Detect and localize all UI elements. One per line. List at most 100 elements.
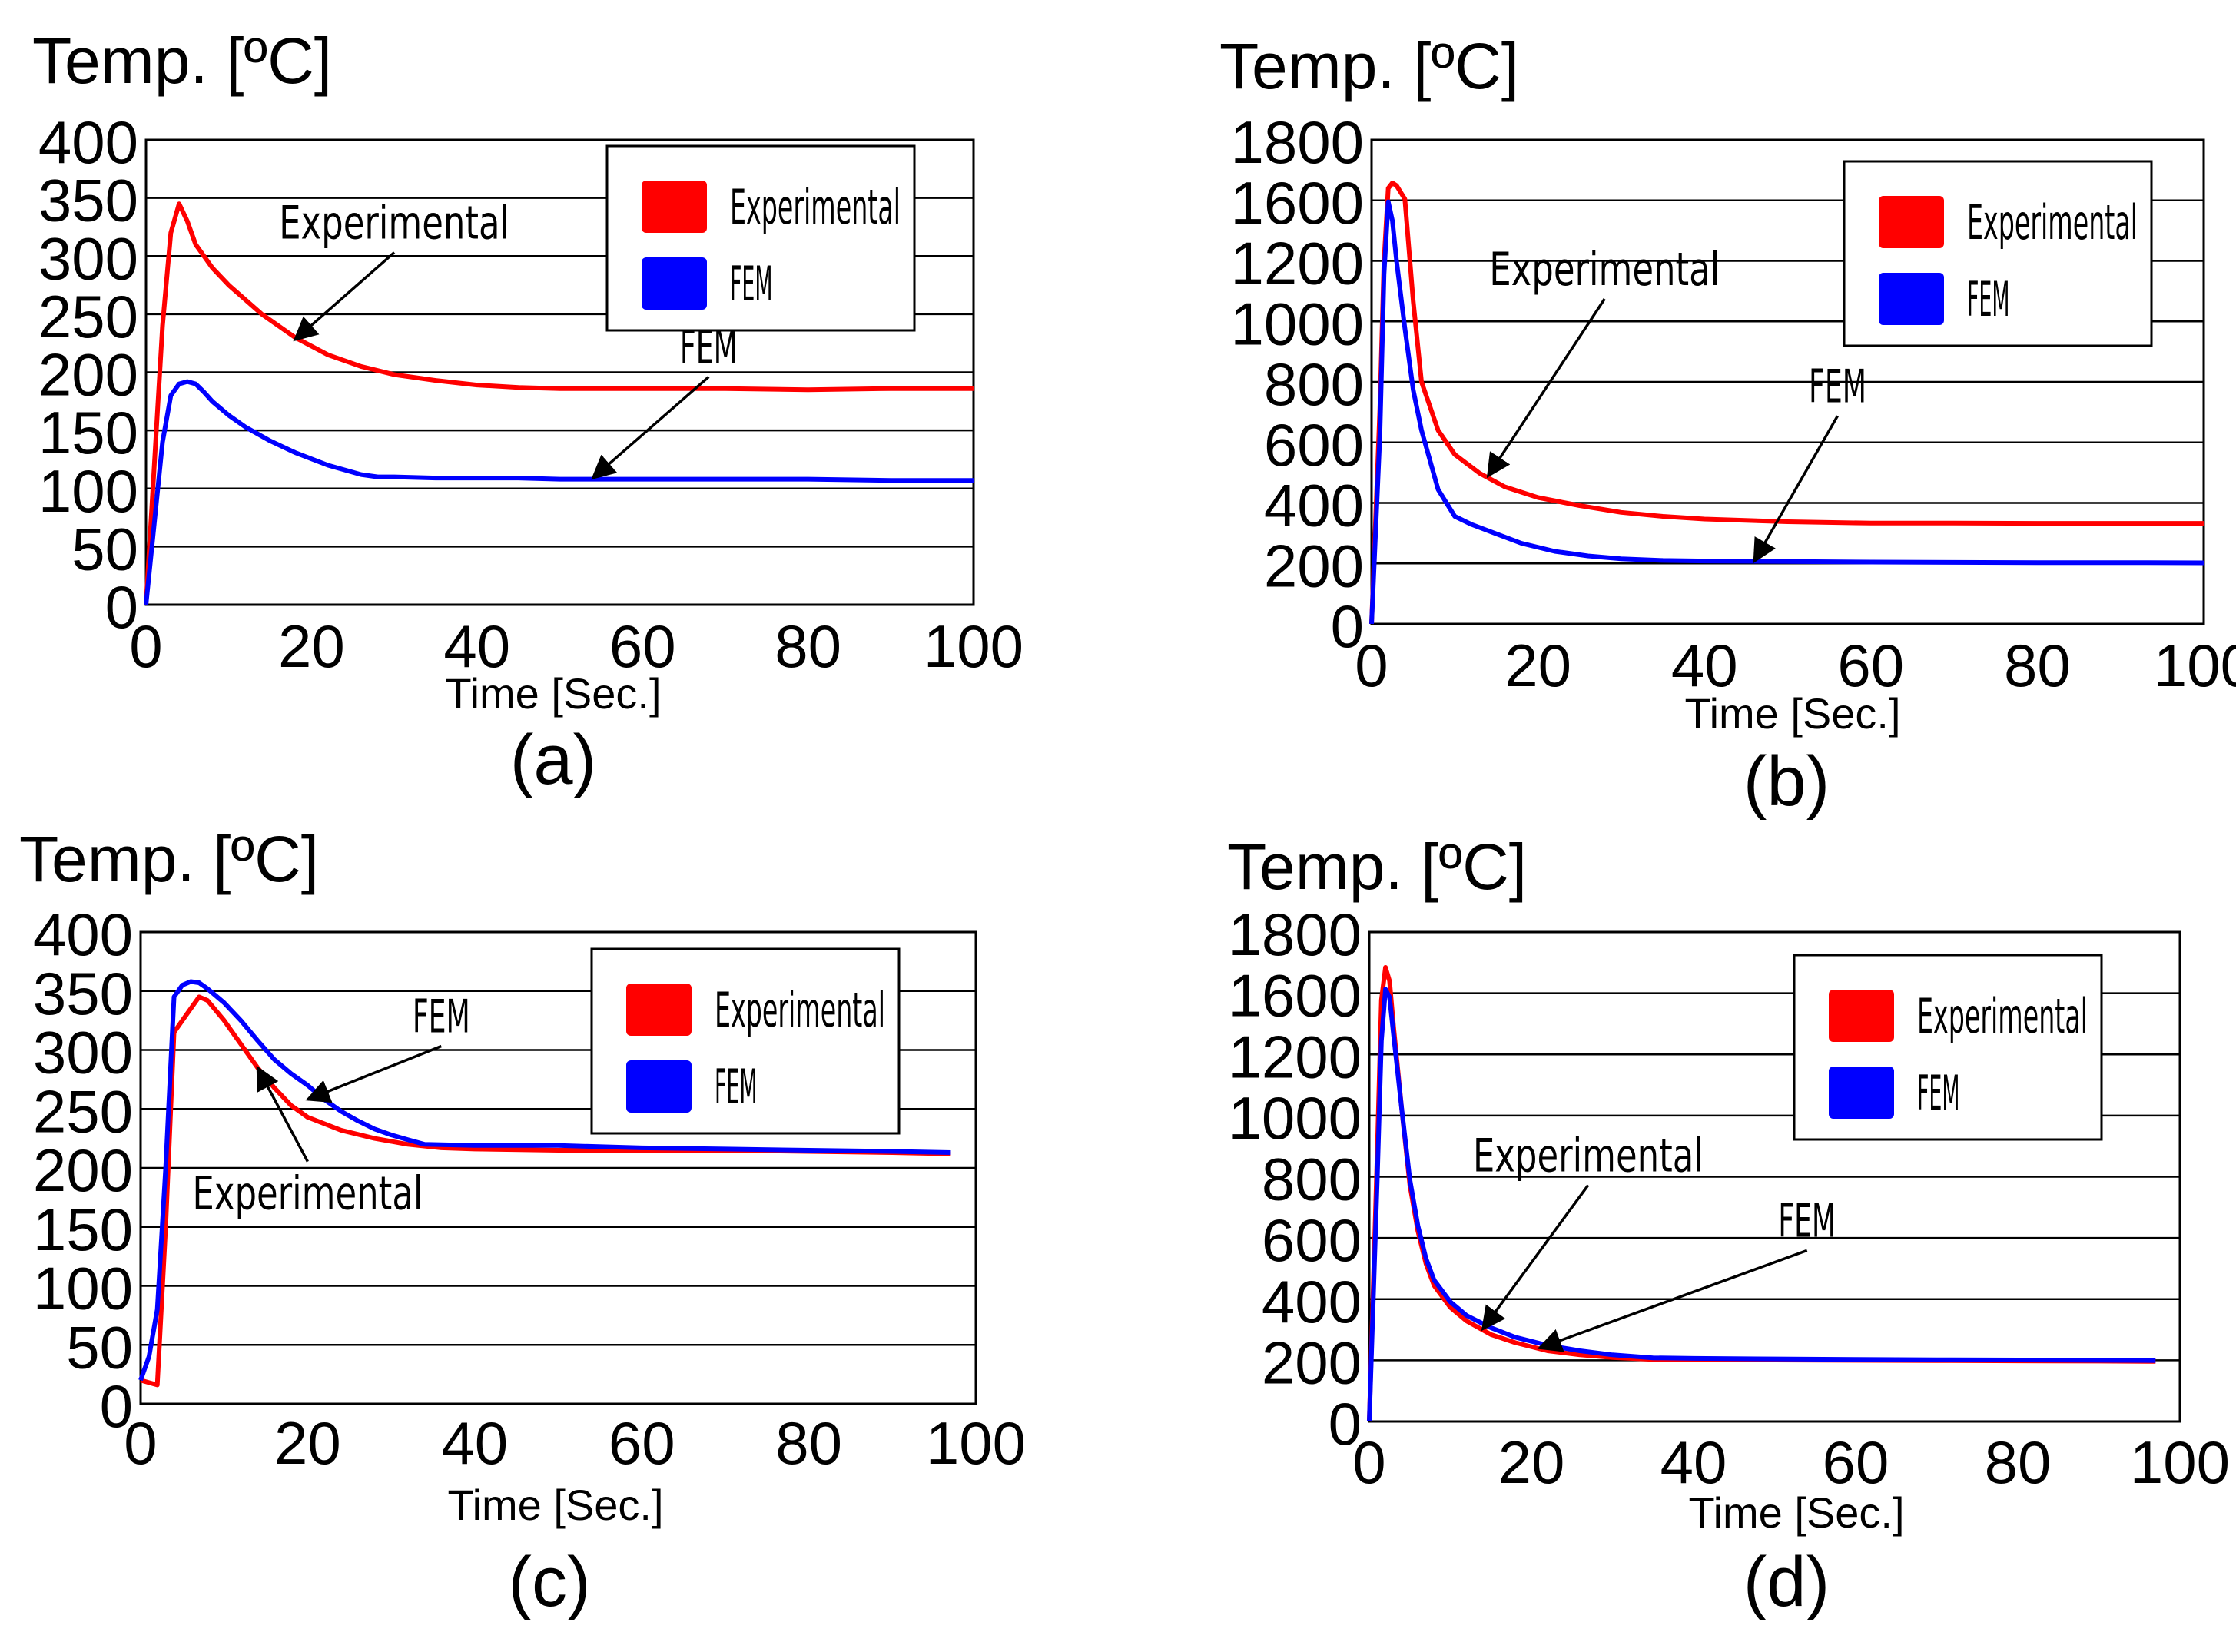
x-tick-label: 20 [278, 612, 345, 680]
y-tick-label: 250 [33, 1077, 133, 1145]
x-tick-label: 100 [2154, 632, 2236, 699]
y-tick-label: 200 [1264, 532, 1364, 599]
y-tick-label: 0 [1331, 592, 1364, 660]
legend-swatch [1879, 273, 1944, 325]
legend-swatch [626, 1060, 692, 1113]
legend-swatch [1829, 1067, 1894, 1119]
y-tick-label: 50 [66, 1313, 133, 1381]
legend-swatch [1829, 990, 1894, 1042]
x-tick-label: 100 [924, 612, 1023, 680]
x-tick-label: 100 [926, 1409, 1026, 1477]
panel-label: (c) [508, 1543, 590, 1621]
y-tick-label: 200 [38, 341, 138, 409]
series-line-fem [144, 379, 974, 605]
y-axis-label: Temp. [ºC] [32, 25, 332, 97]
annotation-arrow [1486, 298, 1606, 479]
x-axis-label: Time [Sec.] [447, 1481, 663, 1529]
legend-label: FEM [1917, 1065, 1960, 1121]
legend: Experimental FEM [590, 947, 901, 1135]
y-tick-label: 800 [1264, 350, 1364, 418]
annotation-label: Experimental [192, 1167, 423, 1221]
x-tick-label: 0 [1355, 632, 1388, 699]
legend-swatch [642, 257, 707, 310]
annotation-arrow [1753, 415, 1839, 564]
annotation-arrow [305, 1044, 442, 1103]
series-fem [1369, 199, 2204, 625]
x-tick-label: 40 [443, 612, 510, 680]
y-tick-label: 400 [33, 901, 133, 968]
y-axis-label: Temp. [ºC] [1227, 831, 1527, 903]
x-tick-label: 80 [2004, 632, 2071, 699]
y-tick-label: 0 [1329, 1390, 1362, 1458]
x-tick-label: 0 [129, 612, 162, 680]
legend-label: Experimental [730, 179, 901, 235]
series-fem [1367, 987, 2156, 1422]
annotation-label: FEM [413, 990, 470, 1043]
y-tick-label: 1000 [1228, 1084, 1362, 1152]
x-tick-label: 40 [1660, 1428, 1727, 1496]
panel-label: (a) [510, 721, 596, 799]
plot-frame [139, 930, 977, 1405]
annotation-label: Experimental [1473, 1129, 1704, 1183]
y-tick-label: 250 [38, 283, 138, 350]
series-line-fem [1367, 987, 2156, 1422]
legend: Experimental FEM [605, 144, 916, 332]
x-tick-label: 80 [1985, 1428, 2052, 1496]
x-tick-label: 20 [1498, 1428, 1565, 1496]
legend-swatch [1879, 196, 1944, 248]
annotation-arrow [256, 1065, 309, 1163]
y-tick-label: 100 [38, 457, 138, 525]
legend-label: Experimental [1917, 988, 2088, 1044]
y-tick-label: 400 [1262, 1268, 1362, 1335]
annotation-arrow [1481, 1184, 1590, 1332]
y-tick-label: 1200 [1228, 1023, 1362, 1090]
y-tick-label: 50 [71, 515, 138, 582]
y-tick-label: 0 [100, 1372, 133, 1440]
legend-label: FEM [1967, 271, 2010, 327]
y-tick-label: 200 [33, 1136, 133, 1204]
y-tick-label: 150 [38, 399, 138, 466]
y-tick-label: 1000 [1230, 290, 1364, 357]
annotation-label: Experimental [279, 197, 509, 250]
x-tick-label: 60 [1823, 1428, 1889, 1496]
legend-swatch [642, 181, 707, 233]
x-tick-label: 40 [1671, 632, 1738, 699]
y-tick-label: 1600 [1230, 169, 1364, 237]
annotation-label: FEM [1778, 1194, 1836, 1248]
y-tick-label: 400 [1264, 472, 1364, 539]
y-tick-label: 300 [38, 224, 138, 292]
y-tick-label: 1800 [1230, 108, 1364, 176]
x-tick-label: 80 [775, 1409, 842, 1477]
legend-swatch [626, 984, 692, 1036]
x-tick-label: 20 [1504, 632, 1571, 699]
panel-label: (b) [1743, 742, 1830, 821]
y-tick-label: 0 [105, 573, 138, 641]
series-line-experimental [1369, 181, 2204, 625]
plot-frame [144, 138, 975, 606]
series-line-experimental [140, 994, 951, 1388]
annotation-arrow [1537, 1249, 1808, 1352]
y-tick-label: 300 [33, 1019, 133, 1086]
x-tick-label: 100 [2130, 1428, 2230, 1496]
x-tick-label: 0 [124, 1409, 157, 1477]
x-axis-label: Time [Sec.] [445, 669, 661, 718]
y-tick-label: 1800 [1228, 901, 1362, 968]
legend-label: FEM [715, 1059, 758, 1115]
annotation-arrow [293, 251, 396, 342]
x-axis-label: Time [Sec.] [1684, 689, 1900, 738]
annotation-label: FEM [1809, 360, 1866, 413]
y-tick-label: 150 [33, 1196, 133, 1263]
annotation-arrow [591, 376, 710, 480]
y-tick-label: 1600 [1228, 962, 1362, 1030]
y-tick-label: 100 [33, 1255, 133, 1322]
y-tick-label: 350 [38, 167, 138, 234]
plot-frame [1368, 930, 2181, 1423]
y-tick-label: 350 [33, 960, 133, 1027]
x-tick-label: 20 [274, 1409, 341, 1477]
legend: Experimental FEM [1843, 160, 2153, 347]
legend-label: FEM [730, 256, 773, 312]
